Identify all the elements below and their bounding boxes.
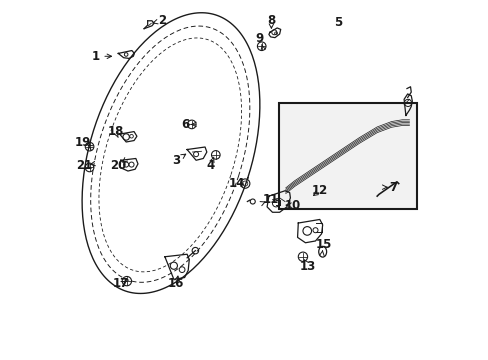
Text: 8: 8 xyxy=(267,14,275,27)
Text: 3: 3 xyxy=(172,154,180,167)
Text: 16: 16 xyxy=(168,278,184,291)
Text: 13: 13 xyxy=(299,260,315,273)
Text: 17: 17 xyxy=(112,278,129,291)
Text: 18: 18 xyxy=(107,125,123,138)
Text: 2: 2 xyxy=(158,14,166,27)
Text: 14: 14 xyxy=(229,177,245,190)
Text: 11: 11 xyxy=(262,193,278,206)
Text: 1: 1 xyxy=(91,50,100,63)
Text: 15: 15 xyxy=(315,238,331,251)
Text: 19: 19 xyxy=(75,136,91,149)
Text: 20: 20 xyxy=(110,159,126,172)
Text: 7: 7 xyxy=(388,181,397,194)
Text: 10: 10 xyxy=(284,199,301,212)
Text: 4: 4 xyxy=(206,159,214,172)
Text: 9: 9 xyxy=(255,32,264,45)
Text: 5: 5 xyxy=(333,16,341,29)
Text: 12: 12 xyxy=(311,184,327,197)
FancyBboxPatch shape xyxy=(278,103,416,209)
Text: 6: 6 xyxy=(181,118,189,131)
Text: 21: 21 xyxy=(76,159,92,172)
